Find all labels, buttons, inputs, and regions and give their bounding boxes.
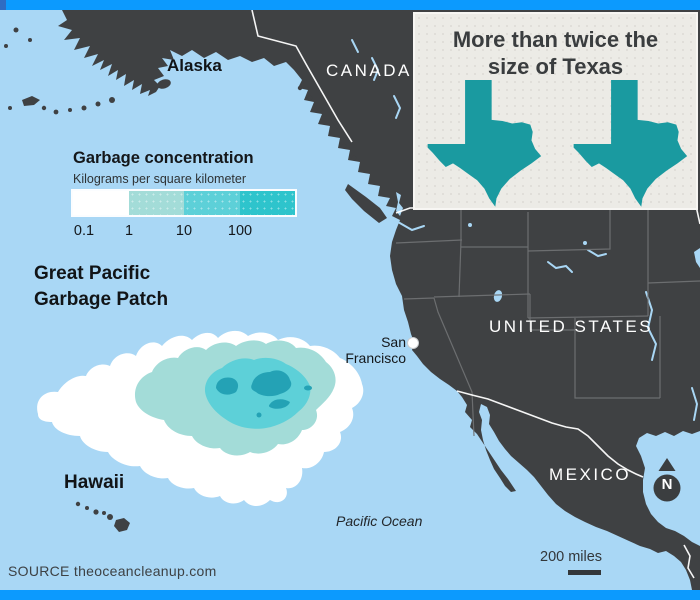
- inset-title: More than twice the size of Texas: [452, 27, 659, 79]
- top-frame-bar: [0, 0, 700, 10]
- scale-label: 200 miles: [540, 549, 603, 565]
- coastal-islands: [4, 27, 387, 532]
- legend-tick-1: 1: [124, 223, 134, 239]
- label-hawaii: Hawaii: [64, 472, 125, 493]
- legend-swatch-1: [128, 191, 184, 215]
- label-alaska: Alaska: [167, 56, 222, 75]
- label-san-francisco: San Francisco: [345, 334, 406, 366]
- legend-color-ramp: [71, 189, 297, 217]
- label-pacific-ocean: Pacific Ocean: [336, 513, 423, 529]
- legend-swatch-10: [184, 191, 240, 215]
- source-credit: SOURCE theoceancleanup.com: [8, 563, 217, 579]
- label-canada: CANADA: [326, 61, 412, 80]
- legend-swatch-100: [239, 191, 295, 215]
- san-francisco-dot: [407, 337, 419, 349]
- texas-shape-2: [573, 80, 688, 207]
- label-garbage-patch: Great Pacific Garbage Patch: [34, 263, 169, 310]
- legend-tick-100: 100: [227, 223, 253, 239]
- legend: Garbage concentration Kilograms per squa…: [71, 149, 303, 239]
- texas-shape-1: [427, 80, 542, 207]
- bottom-frame-bar: [0, 590, 700, 600]
- label-mexico: MEXICO: [549, 465, 632, 484]
- legend-swatch-0-1: [73, 191, 129, 215]
- legend-tick-10: 10: [175, 223, 193, 239]
- compass-icon: [653, 458, 681, 502]
- corner-accent: [0, 0, 6, 10]
- patch-ring-100: [216, 370, 312, 418]
- lakes-and-rivers: [351, 39, 700, 421]
- legend-subtitle: Kilograms per square kilometer: [73, 172, 246, 186]
- state-borders: [395, 210, 700, 437]
- scale-bar: [568, 570, 601, 575]
- compass-north-label: N: [661, 476, 673, 493]
- legend-title: Garbage concentration: [73, 149, 254, 167]
- texas-comparison-inset: More than twice the size of Texas: [413, 12, 698, 210]
- label-united-states: UNITED STATES: [489, 317, 654, 336]
- legend-tick-0-1: 0.1: [73, 223, 95, 239]
